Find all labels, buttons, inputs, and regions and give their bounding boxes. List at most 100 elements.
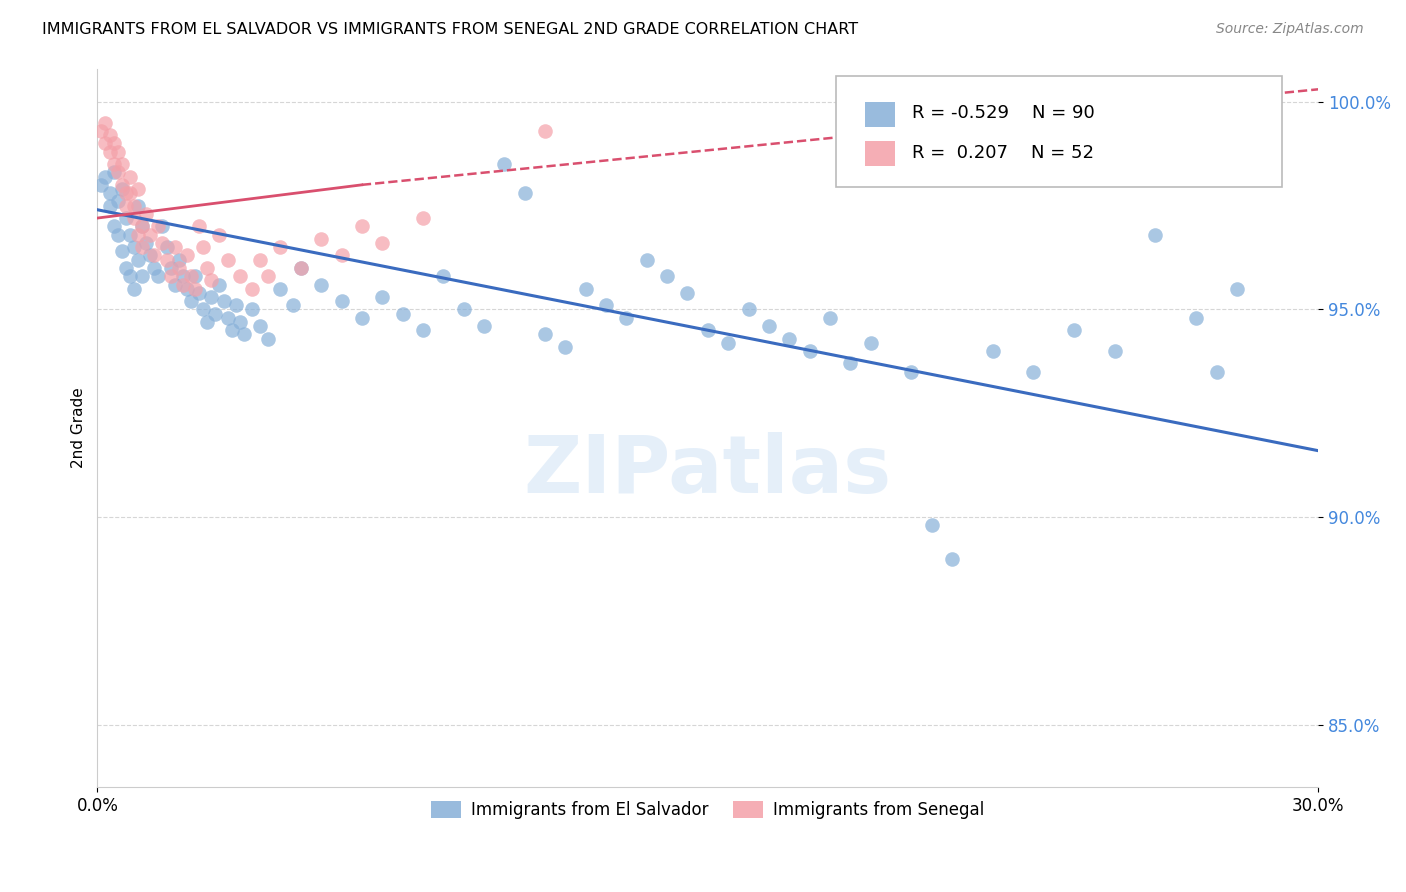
Point bbox=[257, 269, 280, 284]
Point bbox=[195, 260, 218, 275]
Point bbox=[118, 186, 141, 201]
Point bbox=[94, 136, 117, 151]
FancyBboxPatch shape bbox=[865, 102, 894, 127]
Point bbox=[184, 282, 207, 296]
Point bbox=[204, 307, 226, 321]
Point bbox=[143, 248, 166, 262]
Point bbox=[159, 260, 181, 275]
Point bbox=[859, 335, 882, 350]
Point bbox=[122, 198, 145, 212]
FancyBboxPatch shape bbox=[837, 76, 1282, 187]
Point bbox=[107, 145, 129, 159]
Point bbox=[249, 252, 271, 267]
Point bbox=[180, 294, 202, 309]
Point bbox=[118, 269, 141, 284]
Point bbox=[172, 277, 194, 292]
Point bbox=[163, 277, 186, 292]
Point bbox=[172, 269, 194, 284]
Point bbox=[103, 165, 125, 179]
Point bbox=[127, 198, 149, 212]
Point bbox=[1205, 365, 1227, 379]
Point bbox=[232, 327, 254, 342]
Point bbox=[1022, 365, 1045, 379]
Point bbox=[269, 240, 291, 254]
Point bbox=[167, 252, 190, 267]
Point bbox=[217, 310, 239, 325]
Point bbox=[159, 269, 181, 284]
Point bbox=[103, 157, 125, 171]
Point bbox=[778, 332, 800, 346]
Point bbox=[98, 145, 121, 159]
Point bbox=[122, 240, 145, 254]
Point bbox=[127, 182, 149, 196]
Point bbox=[111, 157, 134, 171]
Point bbox=[90, 178, 112, 192]
Point bbox=[371, 235, 394, 250]
Point bbox=[240, 282, 263, 296]
Point bbox=[122, 211, 145, 225]
Point bbox=[257, 332, 280, 346]
Point bbox=[131, 219, 153, 234]
Point bbox=[412, 211, 434, 225]
Point bbox=[290, 260, 312, 275]
Point bbox=[107, 165, 129, 179]
Point bbox=[758, 319, 780, 334]
Point bbox=[799, 343, 821, 358]
Point bbox=[155, 252, 177, 267]
Point bbox=[941, 551, 963, 566]
Point bbox=[330, 294, 353, 309]
Point bbox=[143, 260, 166, 275]
Point bbox=[127, 252, 149, 267]
Point bbox=[111, 244, 134, 259]
Point bbox=[839, 356, 862, 370]
Point bbox=[554, 340, 576, 354]
Point bbox=[212, 294, 235, 309]
Point bbox=[1185, 310, 1208, 325]
Point bbox=[575, 282, 598, 296]
FancyBboxPatch shape bbox=[865, 141, 894, 166]
Point bbox=[152, 219, 174, 234]
Y-axis label: 2nd Grade: 2nd Grade bbox=[72, 387, 86, 468]
Point bbox=[191, 302, 214, 317]
Point bbox=[281, 298, 304, 312]
Point bbox=[184, 269, 207, 284]
Point bbox=[191, 240, 214, 254]
Point bbox=[221, 323, 243, 337]
Point bbox=[229, 269, 252, 284]
Point bbox=[655, 269, 678, 284]
Point bbox=[240, 302, 263, 317]
Point bbox=[115, 211, 138, 225]
Point bbox=[676, 285, 699, 300]
Point bbox=[350, 219, 373, 234]
Point bbox=[118, 169, 141, 184]
Point bbox=[131, 219, 153, 234]
Point bbox=[200, 290, 222, 304]
Point bbox=[1226, 282, 1249, 296]
Point bbox=[107, 227, 129, 242]
Point bbox=[200, 273, 222, 287]
Point bbox=[98, 128, 121, 142]
Point bbox=[163, 240, 186, 254]
Point bbox=[412, 323, 434, 337]
Point bbox=[330, 248, 353, 262]
Point bbox=[118, 227, 141, 242]
Point bbox=[103, 136, 125, 151]
Point bbox=[534, 124, 557, 138]
Point bbox=[290, 260, 312, 275]
Point bbox=[636, 252, 658, 267]
Point bbox=[131, 240, 153, 254]
Point bbox=[513, 186, 536, 201]
Point bbox=[818, 310, 841, 325]
Point bbox=[98, 198, 121, 212]
Point bbox=[616, 310, 638, 325]
Point bbox=[432, 269, 454, 284]
Point bbox=[472, 319, 495, 334]
Point bbox=[152, 235, 174, 250]
Point bbox=[188, 285, 211, 300]
Point bbox=[139, 248, 162, 262]
Point bbox=[176, 248, 198, 262]
Point bbox=[167, 260, 190, 275]
Text: R =  0.207    N = 52: R = 0.207 N = 52 bbox=[911, 144, 1094, 161]
Point bbox=[148, 269, 170, 284]
Point bbox=[900, 365, 922, 379]
